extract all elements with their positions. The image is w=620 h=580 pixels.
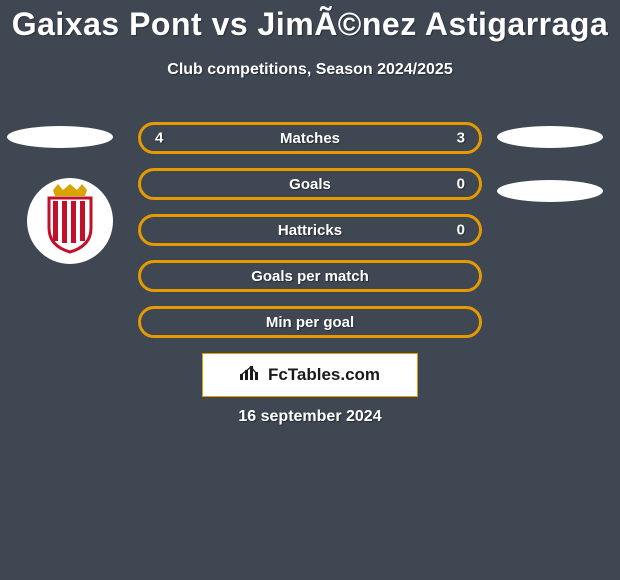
stat-row-hattricks: Hattricks 0 <box>138 214 482 246</box>
stat-label: Hattricks <box>278 222 342 239</box>
stat-label: Goals <box>289 176 331 193</box>
bar-chart-icon <box>240 364 262 387</box>
stat-row-gpm: Goals per match <box>138 260 482 292</box>
player-right-oval-2 <box>497 180 603 202</box>
date-label: 16 september 2024 <box>0 408 620 426</box>
fctables-watermark[interactable]: FcTables.com <box>202 353 418 397</box>
subtitle: Club competitions, Season 2024/2025 <box>0 61 620 79</box>
player-left-oval <box>7 126 113 148</box>
stats-block: 4 Matches 3 Goals 0 Hattricks 0 Goals pe… <box>138 122 482 352</box>
stat-row-mpg: Min per goal <box>138 306 482 338</box>
stat-right-value: 0 <box>457 176 465 193</box>
stat-row-matches: 4 Matches 3 <box>138 122 482 154</box>
club-crest-left-icon <box>41 184 99 259</box>
stat-row-goals: Goals 0 <box>138 168 482 200</box>
stat-right-value: 3 <box>457 130 465 147</box>
comparison-infographic: Gaixas Pont vs JimÃ©nez Astigarraga Club… <box>0 0 620 580</box>
stat-label: Matches <box>280 130 340 147</box>
fctables-label: FcTables.com <box>268 365 380 385</box>
page-title: Gaixas Pont vs JimÃ©nez Astigarraga <box>0 0 620 43</box>
stat-right-value: 0 <box>457 222 465 239</box>
stat-left-value: 4 <box>155 130 163 147</box>
stat-label: Min per goal <box>266 314 354 331</box>
club-badge-left <box>27 178 113 264</box>
stat-label: Goals per match <box>251 268 369 285</box>
player-right-oval-1 <box>497 126 603 148</box>
